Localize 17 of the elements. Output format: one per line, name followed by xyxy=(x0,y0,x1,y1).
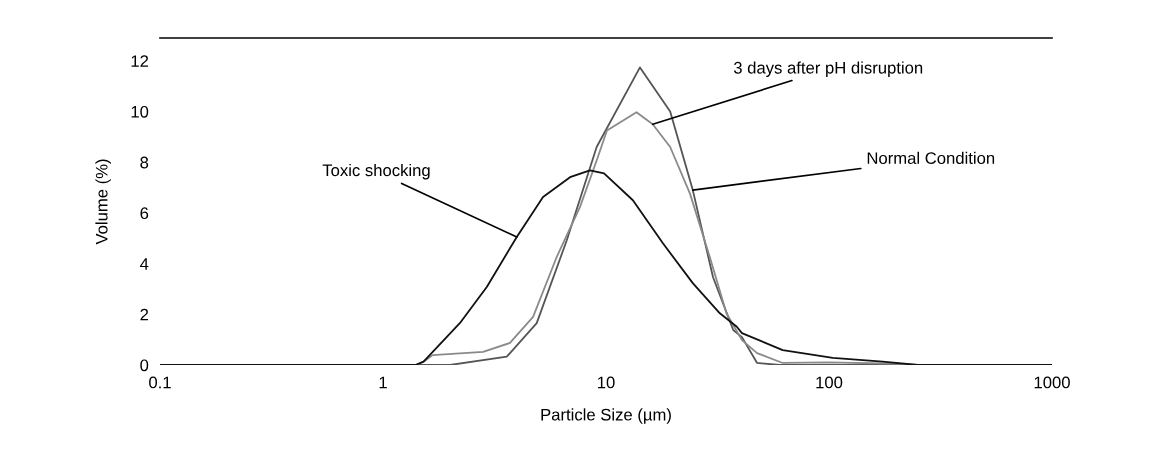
annotation: Normal Condition xyxy=(867,151,995,165)
annotation: 3 days after pH disruption xyxy=(733,61,923,77)
y-tick-label: 0 xyxy=(140,359,149,372)
x-tick-label: 100 xyxy=(816,376,843,389)
y-tick-label: 12 xyxy=(131,55,149,67)
y-axis-title: Volume (%) xyxy=(95,159,111,245)
y-tick-label: 6 xyxy=(140,207,149,220)
y-tick-label: 10 xyxy=(131,105,149,118)
x-tick-label: 10 xyxy=(598,376,615,389)
x-tick-label: 1 xyxy=(379,376,387,389)
y-tick-label: 4 xyxy=(140,258,149,270)
x-axis-title: Particle Size (µm) xyxy=(541,408,671,424)
x-tick-label: 1000 xyxy=(1034,376,1070,389)
annotation: Toxic shocking xyxy=(322,163,430,180)
y-tick-label: 8 xyxy=(140,156,149,169)
y-tick-label: 2 xyxy=(140,308,149,321)
x-tick-label: 0.1 xyxy=(149,376,171,389)
